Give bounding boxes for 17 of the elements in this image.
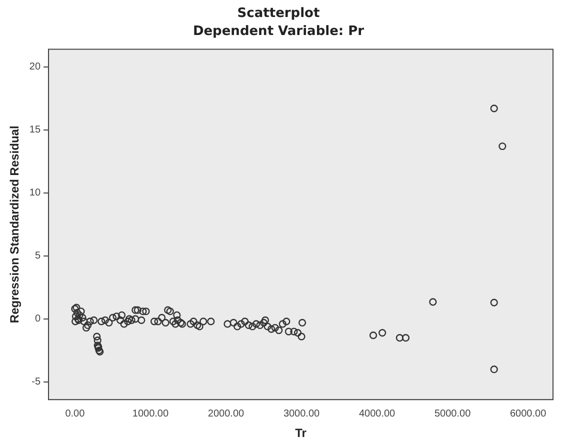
y-tick-label: 15 [29, 124, 41, 136]
chart-subtitle: Dependent Variable: Pr [192, 24, 365, 39]
x-tick-label: 0.00 [65, 408, 86, 420]
x-tick-label: 3000.00 [283, 408, 320, 420]
y-tick-label: 20 [29, 62, 41, 73]
y-tick-label: 10 [29, 188, 41, 199]
x-axis-title: Tr [295, 426, 307, 440]
y-tick-label: -5 [32, 376, 41, 388]
chart-title: Scatterplot [237, 6, 320, 22]
x-tick-label: 6000.00 [510, 408, 547, 420]
x-tick-label: 1000.00 [132, 408, 169, 420]
x-tick-label: 4000.00 [358, 408, 396, 420]
y-axis-title: Regression Standardized Residual [8, 126, 22, 324]
y-tick-label: 0 [34, 314, 41, 325]
x-tick-label: 5000.00 [434, 408, 472, 420]
y-tick-label: 5 [34, 250, 41, 262]
x-tick-label: 2000.00 [208, 408, 245, 420]
